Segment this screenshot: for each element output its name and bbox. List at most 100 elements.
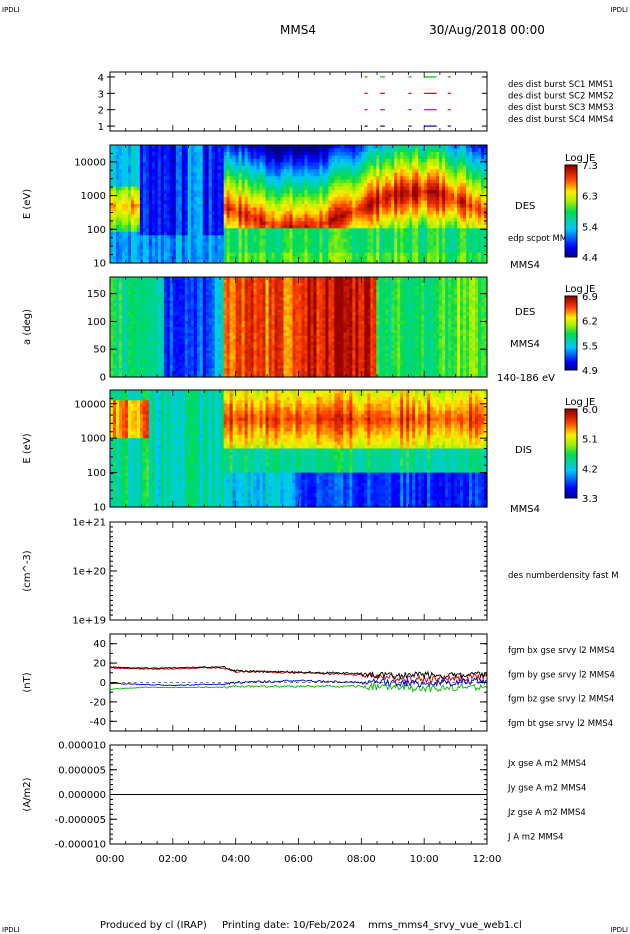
heatmap-cell	[163, 190, 168, 195]
heatmap-cell	[136, 214, 141, 219]
heatmap-cell	[298, 169, 303, 174]
heatmap-cell	[262, 162, 267, 167]
heatmap-cell	[373, 256, 377, 261]
heatmap-cell	[130, 294, 135, 299]
heatmap-cell	[445, 231, 449, 236]
heatmap-cell	[214, 204, 219, 209]
heatmap-cell	[463, 193, 467, 198]
heatmap-cell	[292, 249, 297, 254]
heatmap-cell	[439, 183, 443, 188]
heatmap-cell	[406, 165, 410, 170]
heatmap-cell	[181, 169, 186, 174]
heatmap-cell	[124, 224, 129, 229]
heatmap-cell	[460, 145, 464, 150]
heatmap-cell	[484, 210, 488, 216]
heatmap-cell	[115, 249, 120, 254]
heatmap-cell	[304, 235, 309, 240]
heatmap-cell	[229, 176, 234, 181]
heatmap-cell	[169, 285, 174, 290]
heatmap-cell	[163, 362, 168, 366]
heatmap-cell	[142, 335, 147, 340]
heatmap-cell	[373, 176, 377, 181]
heatmap-cell	[118, 327, 123, 331]
heatmap-cell	[433, 256, 437, 261]
heatmap-cell	[235, 190, 240, 195]
heatmap-cell	[148, 217, 153, 222]
heatmap-cell	[145, 362, 150, 366]
heatmap-cell	[430, 242, 434, 247]
heatmap-cell	[277, 207, 282, 212]
heatmap-cell	[397, 172, 401, 177]
heatmap-cell	[310, 172, 315, 177]
heatmap-cell	[151, 256, 156, 261]
heatmap-cell	[301, 155, 306, 160]
heatmap-cell	[349, 252, 353, 257]
heatmap-cell	[205, 193, 210, 198]
heatmap-cell	[208, 210, 213, 216]
heatmap-cell	[241, 231, 246, 236]
heatmap-cell	[175, 190, 180, 195]
heatmap-cell	[367, 183, 371, 188]
heatmap-cell	[391, 210, 395, 216]
heatmap-cell	[283, 217, 288, 222]
heatmap-cell	[313, 259, 318, 264]
heatmap-cell	[151, 228, 156, 233]
heatmap-cell	[193, 214, 198, 219]
heatmap-cell	[322, 252, 327, 257]
heatmap-cell	[148, 193, 153, 198]
heatmap-cell	[406, 242, 410, 247]
heatmap-cell	[169, 245, 174, 250]
heatmap-cell	[196, 145, 201, 150]
heatmap-cell	[412, 204, 416, 209]
heatmap-cell	[436, 193, 440, 198]
heatmap-cell	[334, 176, 338, 181]
heatmap-cell	[223, 172, 228, 177]
heatmap-cell	[292, 235, 297, 240]
heatmap-cell	[145, 148, 150, 153]
heatmap-cell	[139, 324, 144, 328]
heatmap-cell	[118, 315, 123, 319]
heatmap-cell	[292, 165, 297, 170]
heatmap-cell	[439, 155, 443, 160]
heatmap-cell	[460, 151, 464, 157]
heatmap-cell	[172, 221, 177, 226]
heatmap-cell	[400, 221, 404, 226]
heatmap-cell	[403, 249, 407, 254]
heatmap-cell	[226, 179, 231, 184]
heatmap-cell	[409, 169, 413, 174]
heatmap-cell	[331, 200, 335, 205]
heatmap-cell	[412, 148, 416, 153]
heatmap-cell	[343, 193, 347, 198]
heatmap-cell	[124, 374, 129, 378]
heatmap-cell	[445, 183, 449, 188]
heatmap-cell	[442, 186, 446, 191]
heatmap-cell	[238, 252, 243, 257]
heatmap-cell	[460, 245, 464, 250]
heatmap-cell	[376, 190, 380, 195]
heatmap-cell	[121, 145, 126, 150]
heatmap-cell	[178, 148, 183, 153]
heatmap-cell	[340, 155, 344, 160]
heatmap-cell	[241, 238, 246, 243]
heatmap-cell	[418, 221, 422, 226]
heatmap-cell	[241, 158, 246, 163]
heatmap-cell	[343, 200, 347, 205]
heatmap-cell	[235, 197, 240, 202]
heatmap-cell	[358, 221, 362, 226]
heatmap-cell	[334, 238, 338, 243]
heatmap-cell	[382, 197, 386, 202]
heatmap-cell	[451, 214, 455, 219]
heatmap-cell	[166, 338, 171, 343]
heatmap-cell	[334, 249, 338, 254]
heatmap-cell	[199, 228, 204, 233]
heatmap-cell	[457, 204, 461, 209]
heatmap-cell	[466, 172, 470, 177]
heatmap-cell	[232, 245, 237, 250]
heatmap-cell	[166, 256, 171, 261]
heatmap-cell	[121, 228, 126, 233]
heatmap-cell	[319, 210, 324, 216]
heatmap-cell	[337, 245, 341, 250]
heatmap-cell	[172, 155, 177, 160]
heatmap-cell	[124, 204, 129, 209]
heatmap-cell	[142, 303, 147, 308]
